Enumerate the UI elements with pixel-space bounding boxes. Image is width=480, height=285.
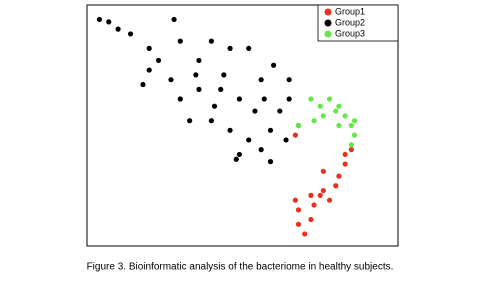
- point: [227, 127, 233, 133]
- point: [168, 77, 174, 83]
- point: [295, 221, 302, 227]
- point: [351, 118, 358, 124]
- point: [342, 113, 348, 119]
- plot-frame: [86, 4, 399, 247]
- point: [233, 156, 239, 162]
- point: [218, 86, 224, 92]
- point: [258, 77, 264, 83]
- point: [320, 168, 326, 174]
- point: [271, 62, 277, 68]
- point: [320, 113, 326, 119]
- point: [292, 197, 298, 203]
- point: [96, 16, 103, 23]
- point: [351, 132, 358, 138]
- point: [336, 122, 342, 129]
- legend-label: Group3: [335, 28, 365, 38]
- point: [308, 192, 314, 198]
- point: [308, 96, 314, 102]
- point: [208, 38, 214, 44]
- point: [286, 77, 292, 83]
- point: [342, 161, 348, 167]
- point: [246, 137, 252, 143]
- point: [261, 96, 267, 102]
- point: [115, 26, 121, 32]
- point: [348, 122, 354, 129]
- point: [311, 202, 317, 208]
- point: [140, 81, 146, 88]
- caption: Figure 3. Bioinformatic analysis of the …: [87, 262, 394, 273]
- point: [292, 132, 298, 138]
- point: [320, 187, 326, 194]
- point: [326, 96, 333, 102]
- legend-label: Group1: [335, 6, 365, 16]
- point: [177, 38, 183, 44]
- point: [342, 151, 348, 158]
- point: [326, 197, 333, 203]
- point: [317, 192, 323, 198]
- point: [155, 57, 162, 64]
- point: [171, 16, 177, 23]
- point: [277, 108, 283, 114]
- point: [196, 86, 202, 92]
- point: [106, 19, 112, 25]
- point: [127, 31, 134, 37]
- point: [267, 159, 274, 165]
- point: [348, 142, 354, 148]
- point: [177, 96, 183, 102]
- point: [146, 45, 152, 51]
- point: [302, 231, 308, 237]
- point: [308, 216, 314, 223]
- point: [236, 151, 242, 158]
- point: [286, 96, 292, 102]
- point: [348, 147, 354, 153]
- point: [193, 72, 199, 78]
- point: [227, 45, 233, 51]
- point: [252, 108, 258, 114]
- point: [246, 45, 252, 51]
- point: [211, 103, 218, 109]
- point: [267, 127, 274, 133]
- point: [236, 96, 242, 102]
- point: [283, 137, 289, 143]
- legend-marker: [324, 8, 332, 16]
- point: [336, 173, 342, 179]
- point: [187, 118, 193, 124]
- point: [311, 118, 317, 124]
- point: [146, 67, 152, 73]
- point: [333, 108, 339, 114]
- point: [336, 103, 342, 109]
- point: [295, 207, 302, 213]
- point: [258, 147, 264, 153]
- legend-label: Group2: [335, 17, 365, 27]
- point: [221, 72, 227, 78]
- point: [295, 122, 302, 129]
- legend-marker: [324, 19, 332, 27]
- legend-marker: [324, 30, 332, 38]
- point: [208, 118, 214, 124]
- point: [317, 103, 323, 109]
- point: [333, 183, 339, 189]
- point: [196, 57, 202, 64]
